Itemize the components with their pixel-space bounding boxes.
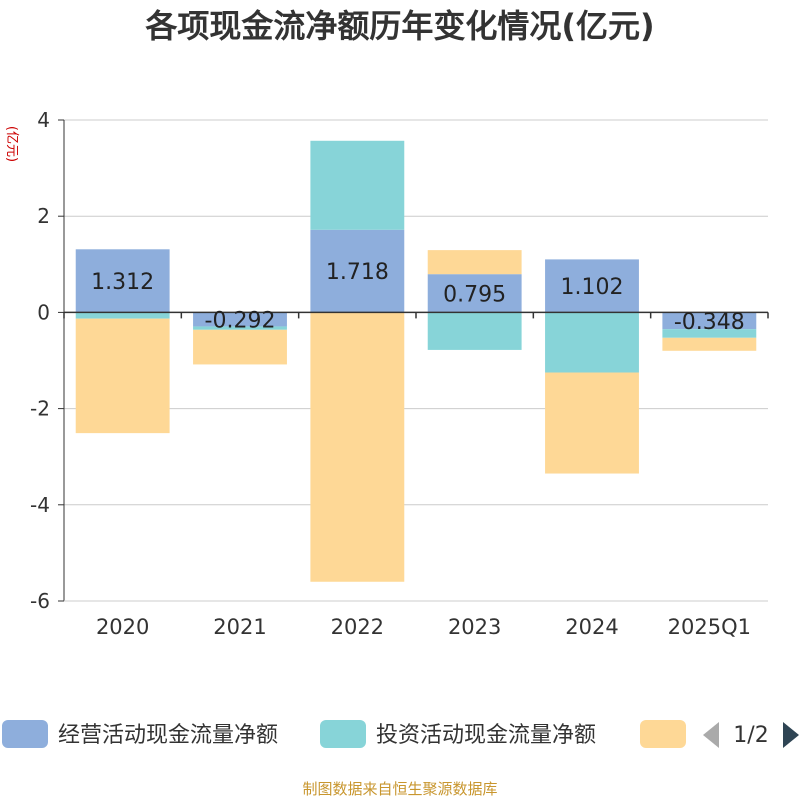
data-label: 1.312 (91, 270, 154, 295)
y-axis-title: (亿元) (4, 126, 19, 162)
bar-segment (427, 274, 522, 313)
bar-segment (193, 312, 287, 327)
y-tick-label: -4 (30, 493, 50, 517)
grid-lines: 4 2 0 -2 -4 -6 (30, 108, 768, 613)
bar-segment (193, 329, 287, 365)
bar-segment (545, 259, 639, 313)
data-label: 1.718 (326, 260, 389, 285)
bar-segment (545, 372, 639, 474)
bar-segment (310, 312, 405, 582)
y-tick-label: 0 (37, 300, 50, 324)
y-tick-label: 4 (37, 108, 50, 132)
axes: (亿元) 2020 2021 2022 2023 2024 2025Q1 (4, 119, 769, 639)
bar-segment (75, 249, 170, 313)
x-tick-label: 2023 (448, 615, 501, 639)
bar-segment (75, 318, 170, 434)
bar-segment (193, 326, 287, 330)
legend-swatch (640, 720, 686, 748)
data-labels: 1.312 -0.292 1.718 0.795 1.102 -0.348 (91, 260, 745, 335)
x-tick-label: 2021 (213, 615, 266, 639)
bar-segment (75, 312, 170, 319)
x-tick-label: 2024 (565, 615, 618, 639)
bar-segment (662, 329, 757, 338)
bar-segment (427, 250, 522, 275)
y-tick-label: -2 (30, 397, 50, 421)
data-label: 0.795 (443, 282, 506, 307)
legend-label: 经营活动现金流量净额 (58, 723, 278, 748)
legend-prev-page-icon[interactable] (703, 722, 719, 748)
data-label: 1.102 (561, 275, 624, 300)
legend-swatch (2, 720, 48, 748)
y-tick-label: -6 (30, 589, 50, 613)
bar-segment (545, 312, 639, 373)
y-tick-label: 2 (37, 204, 50, 228)
x-tick-label: 2022 (331, 615, 384, 639)
footer-source: 制图数据来自恒生聚源数据库 (302, 780, 498, 798)
legend-next-page-icon[interactable] (783, 722, 799, 748)
legend-label: 投资活动现金流量净额 (376, 723, 596, 748)
bar-segment (662, 337, 757, 351)
chart-title: 各项现金流净额历年变化情况(亿元) (145, 7, 655, 45)
legend-page-indicator: 1/2 (733, 723, 768, 748)
bars (75, 140, 757, 582)
x-tick-label: 2025Q1 (668, 615, 751, 639)
data-label: -0.348 (674, 310, 745, 335)
legend-swatch (320, 720, 366, 748)
bar-segment (310, 140, 405, 230)
x-tick-label: 2020 (96, 615, 149, 639)
bar-segment (310, 229, 405, 313)
bar-segment (427, 312, 522, 350)
legend: 经营活动现金流量净额 投资活动现金流量净额 1/2 (2, 720, 799, 748)
bar-segment (662, 312, 757, 330)
data-label: -0.292 (205, 308, 276, 333)
